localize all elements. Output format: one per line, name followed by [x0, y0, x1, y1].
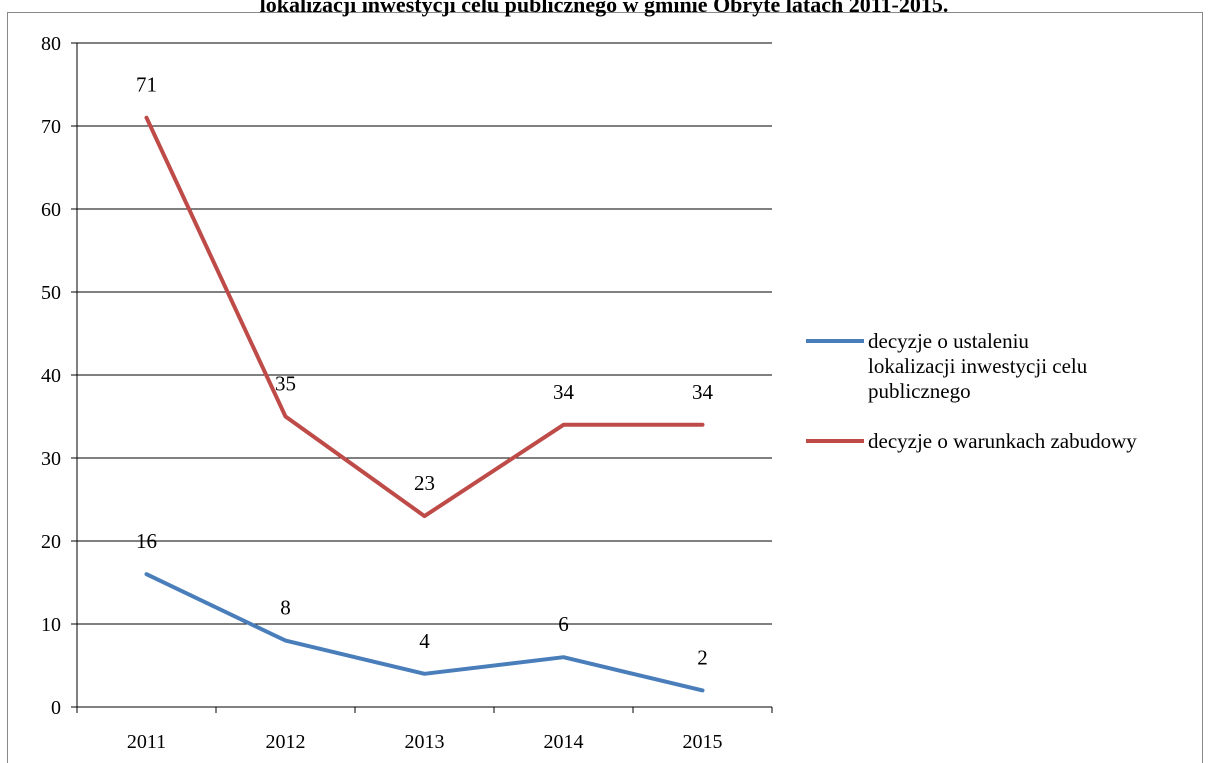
y-tick-label-30: 30: [41, 448, 61, 470]
data-label-s1-2014: 6: [558, 612, 569, 636]
y-tick-label-50: 50: [41, 282, 61, 304]
y-tick-label-10: 10: [41, 614, 61, 636]
series-line-2: [144, 115, 705, 519]
data-label-s1-2015: 2: [697, 645, 708, 669]
chart-title: lokalizacji inwestycji celu publicznego …: [260, 0, 949, 17]
legend-label-1: decyzje o ustaleniu lokalizacji inwestycj…: [868, 329, 1088, 403]
data-label-s1-2012: 8: [280, 596, 291, 620]
legend-label-2: decyzje o warunkach zabudowy: [868, 429, 1137, 453]
x-tick-label-2012: 2012: [266, 731, 306, 753]
y-tick-label-40: 40: [41, 365, 61, 387]
x-tick-label-2014: 2014: [544, 731, 584, 753]
data-label-s2-2014: 34: [553, 380, 575, 404]
data-label-s2-2015: 34: [692, 380, 714, 404]
data-label-s1-2013: 4: [419, 629, 430, 653]
x-tick-label-2015: 2015: [683, 731, 723, 753]
data-label-s2-2011: 71: [136, 73, 157, 97]
data-label-s1-2011: 16: [136, 529, 157, 553]
y-tick-label-60: 60: [41, 199, 61, 221]
data-label-s2-2012: 35: [275, 372, 296, 396]
y-tick-label-0: 0: [51, 697, 61, 719]
y-tick-label-70: 70: [41, 116, 61, 138]
x-tick-label-2011: 2011: [127, 731, 166, 753]
y-tick-label-80: 80: [41, 33, 61, 55]
x-tick-label-2013: 2013: [405, 731, 445, 753]
data-label-s2-2013: 23: [414, 471, 435, 495]
chart-frame-border: [7, 12, 1203, 763]
y-tick-label-20: 20: [41, 531, 61, 553]
